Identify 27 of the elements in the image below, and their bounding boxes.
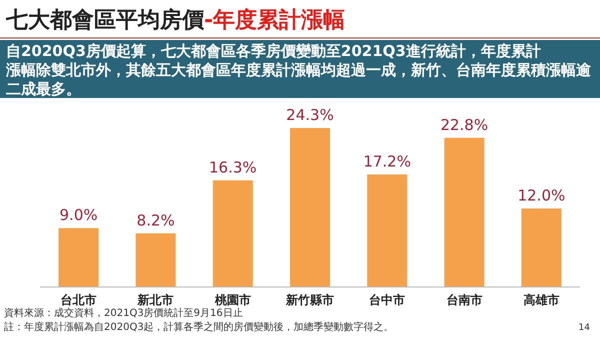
bar [136, 233, 176, 287]
x-tick-label: 台南市 [446, 293, 482, 307]
x-tick-label: 台中市 [369, 293, 406, 307]
data-label: 17.2% [363, 152, 411, 170]
x-tick-label: 桃園市 [214, 293, 251, 307]
x-tick-label: 新北市 [136, 293, 174, 307]
bar [212, 180, 253, 287]
x-tick-label: 新竹縣市 [285, 293, 334, 307]
bar [367, 174, 408, 287]
bar [444, 138, 484, 287]
data-label: 22.8% [440, 116, 488, 134]
text: 14 [578, 323, 590, 333]
data-label: 9.0% [60, 206, 98, 224]
data-label: 12.0% [518, 186, 566, 204]
bar [521, 208, 562, 287]
x-tick-label: 高雄市 [523, 293, 560, 307]
bar [290, 128, 330, 287]
x-tick-label: 台北市 [60, 293, 97, 307]
data-label: 24.3% [286, 106, 334, 124]
text: 自2020Q3房價起算，七大都會區各季房價變動至2021Q3進行統計，年度累計漲幅除雙北市外，其餘五大都會區年度累計漲幅均超過一成，新竹、台南年度累積漲幅逾二成最多。 [5, 42, 591, 98]
bar [58, 228, 99, 287]
text: 註：年度累計漲幅為自2020Q3起，計算各季之間的房價變動後，加總季變動數字得之。 [4, 321, 394, 333]
chart-title: 七大都會區平均房價 [5, 7, 205, 33]
data-label: 16.3% [209, 158, 257, 176]
source-note: 資料來源：成交資料，2021Q3房價統計至9月16日止 [4, 307, 243, 319]
chart-subtitle: -年度累計漲幅 [204, 7, 346, 33]
data-label: 8.2% [136, 211, 175, 230]
